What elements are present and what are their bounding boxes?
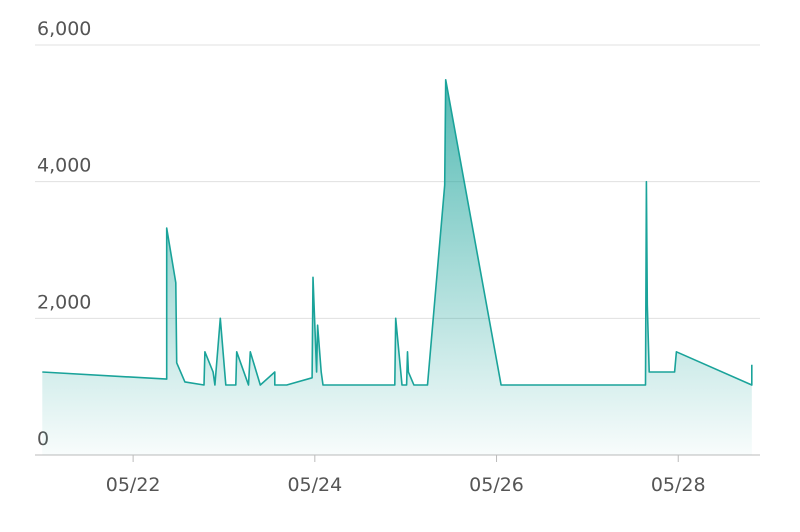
x-tick-label: 05/26 xyxy=(469,474,524,496)
y-tick-label: 6,000 xyxy=(37,18,91,40)
x-tick-label: 05/28 xyxy=(651,474,706,496)
line xyxy=(42,79,753,386)
y-tick-label: 2,000 xyxy=(37,291,91,313)
x-tick-label: 05/22 xyxy=(106,474,161,496)
x-tick-label: 05/24 xyxy=(287,474,342,496)
y-tick-label: 4,000 xyxy=(37,155,91,177)
area-fill xyxy=(42,79,752,456)
